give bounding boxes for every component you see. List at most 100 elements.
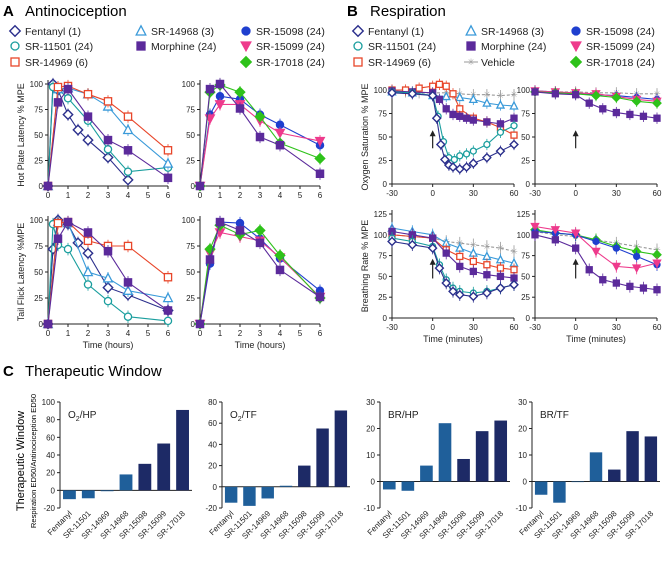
marker-morphine xyxy=(316,170,323,177)
panel-title-br-tf: BR/TF xyxy=(540,410,569,421)
marker-morphine xyxy=(484,119,490,125)
y-tick-label: 100 xyxy=(30,80,44,89)
y-tick-label: 0 xyxy=(371,478,376,487)
x-tick-label: 5 xyxy=(298,329,303,338)
y-tick-label: 0 xyxy=(39,182,44,191)
marker-morphine xyxy=(256,239,263,246)
legend-label: SR-14968 (3) xyxy=(481,26,544,38)
y-tick-label: 80 xyxy=(46,416,55,425)
marker-morphine xyxy=(654,115,660,121)
marker-sr-11501 xyxy=(497,129,503,135)
marker-morphine xyxy=(54,99,61,106)
marker-sr-11501 xyxy=(164,317,171,324)
legend-item-b-vehicle: ✳ Vehicle xyxy=(464,57,515,69)
legend-label: SR-14969 (6) xyxy=(368,57,431,69)
marker-morphine xyxy=(640,285,646,291)
chart-a1: 0 1 2 3 4 5 60255075100Hot Plate Latency % MPE xyxy=(16,78,172,200)
marker-fentanyl xyxy=(497,147,505,155)
x-tick-label: 5 xyxy=(146,329,151,338)
y-tick-label: 25 xyxy=(186,294,195,303)
marker-morphine xyxy=(443,106,449,112)
legend-label: SR-15099 (24) xyxy=(256,41,325,53)
marker-morphine xyxy=(443,250,449,256)
x-tick-label: 2 xyxy=(86,191,91,200)
marker-morphine xyxy=(64,86,71,93)
legend-item-b-sr-15098: SR-15098 (24) xyxy=(572,26,655,38)
marker-sr-14969 xyxy=(416,85,422,91)
y-tick-label: 100 xyxy=(182,216,196,225)
x-tick-label: 60 xyxy=(653,323,662,332)
chart-a3: 0 1 2 3 4 5 60255075100Tail Flick Latency %MPE… xyxy=(16,214,173,350)
marker-morphine xyxy=(104,248,111,255)
y-tick-label: 30 xyxy=(366,398,375,407)
y-tick-label: 100 xyxy=(517,86,531,95)
marker-morphine xyxy=(497,121,503,127)
marker-sr-14968 xyxy=(164,159,173,167)
marker-sr-11501 xyxy=(457,153,463,159)
marker-vehicle: ✳ xyxy=(483,241,491,251)
bar-sr-14968 xyxy=(590,452,602,481)
chart-b1: -30 0 30 600255075100Oxygen Saturation % MP… xyxy=(360,79,519,198)
legend-label: SR-11501 (24) xyxy=(368,41,436,53)
marker-sr-15098 xyxy=(634,253,640,259)
bar-sr-11501 xyxy=(402,482,415,491)
marker-sr-14969 xyxy=(484,262,490,268)
title-rest: /TF xyxy=(242,410,257,421)
marker-sr-14969 xyxy=(354,58,362,66)
chart-c2: -20020406080O2/TFFentanylSR-11501SR-1496… xyxy=(205,398,350,541)
series-sr-14968 xyxy=(44,216,173,328)
x-tick-label: 30 xyxy=(612,189,621,198)
x-tick-label: 3 xyxy=(106,329,111,338)
legend-label: SR-15099 (24) xyxy=(586,41,655,53)
legend-label: Morphine (24) xyxy=(481,41,546,53)
bar-sr-15099 xyxy=(476,431,489,481)
marker-fentanyl xyxy=(456,165,464,173)
marker-morphine xyxy=(104,137,111,144)
legend-item-a-morphine: Morphine (24) xyxy=(137,41,216,53)
x-tick-label: 30 xyxy=(469,189,478,198)
bar-sr-15098 xyxy=(457,459,470,482)
y-tick-label: 75 xyxy=(34,106,43,115)
marker-morphine xyxy=(276,142,283,149)
panel-letter-b: B xyxy=(347,3,358,20)
y-tick-label: 40 xyxy=(208,440,217,449)
marker-sr-14969 xyxy=(164,274,171,281)
marker-sr-11501 xyxy=(451,157,457,163)
bar-sr-17018 xyxy=(645,436,657,481)
bar-sr-14968 xyxy=(280,486,292,487)
chart-c1: -20020406080100O2/HPFentanylSR-11501SR-1… xyxy=(42,398,192,541)
marker-sr-15098 xyxy=(613,245,619,251)
bar-sr-14969 xyxy=(420,466,433,482)
marker-morphine xyxy=(256,133,263,140)
panel-title-o2-tf: O2/TF xyxy=(230,410,257,423)
marker-morphine xyxy=(654,287,660,293)
marker-sr-11501 xyxy=(64,246,71,253)
marker-sr-11501 xyxy=(124,168,131,175)
y-tick-label: 75 xyxy=(186,106,195,115)
x-axis-label: Time (minutes) xyxy=(423,334,483,344)
x-tick-label: 4 xyxy=(126,191,131,200)
marker-vehicle: ✳ xyxy=(497,243,505,253)
marker-morphine xyxy=(613,280,619,286)
y-tick-label: 0 xyxy=(526,314,531,323)
bar-fentanyl xyxy=(225,487,237,503)
x-tick-label: 2 xyxy=(86,329,91,338)
marker-sr-14969 xyxy=(124,113,131,120)
x-axis-label: Time (hours) xyxy=(83,340,134,350)
bar-sr-11501 xyxy=(553,482,565,503)
y-axis-sublabel-ed50-ratio: Respiration ED50/Antinociception ED50 xyxy=(29,394,38,528)
y-tick-label: 60 xyxy=(46,433,55,442)
y-axis-label: Hot Plate Latency % MPE xyxy=(16,83,26,187)
y-tick-label: 25 xyxy=(521,293,530,302)
marker-morphine xyxy=(164,307,171,314)
panel-title-br-hp: BR/HP xyxy=(388,410,419,421)
legend-item-a-sr-11501: SR-11501 (24) xyxy=(11,41,93,53)
y-tick-label: 100 xyxy=(374,86,388,95)
bar-sr-15098 xyxy=(608,470,620,482)
marker-sr-14969 xyxy=(457,253,463,259)
y-tick-label: 75 xyxy=(186,242,195,251)
marker-sr-14968 xyxy=(483,99,490,106)
bar-sr-14968 xyxy=(120,474,133,490)
x-axis-label: Time (minutes) xyxy=(566,334,626,344)
y-tick-label: 20 xyxy=(208,462,217,471)
